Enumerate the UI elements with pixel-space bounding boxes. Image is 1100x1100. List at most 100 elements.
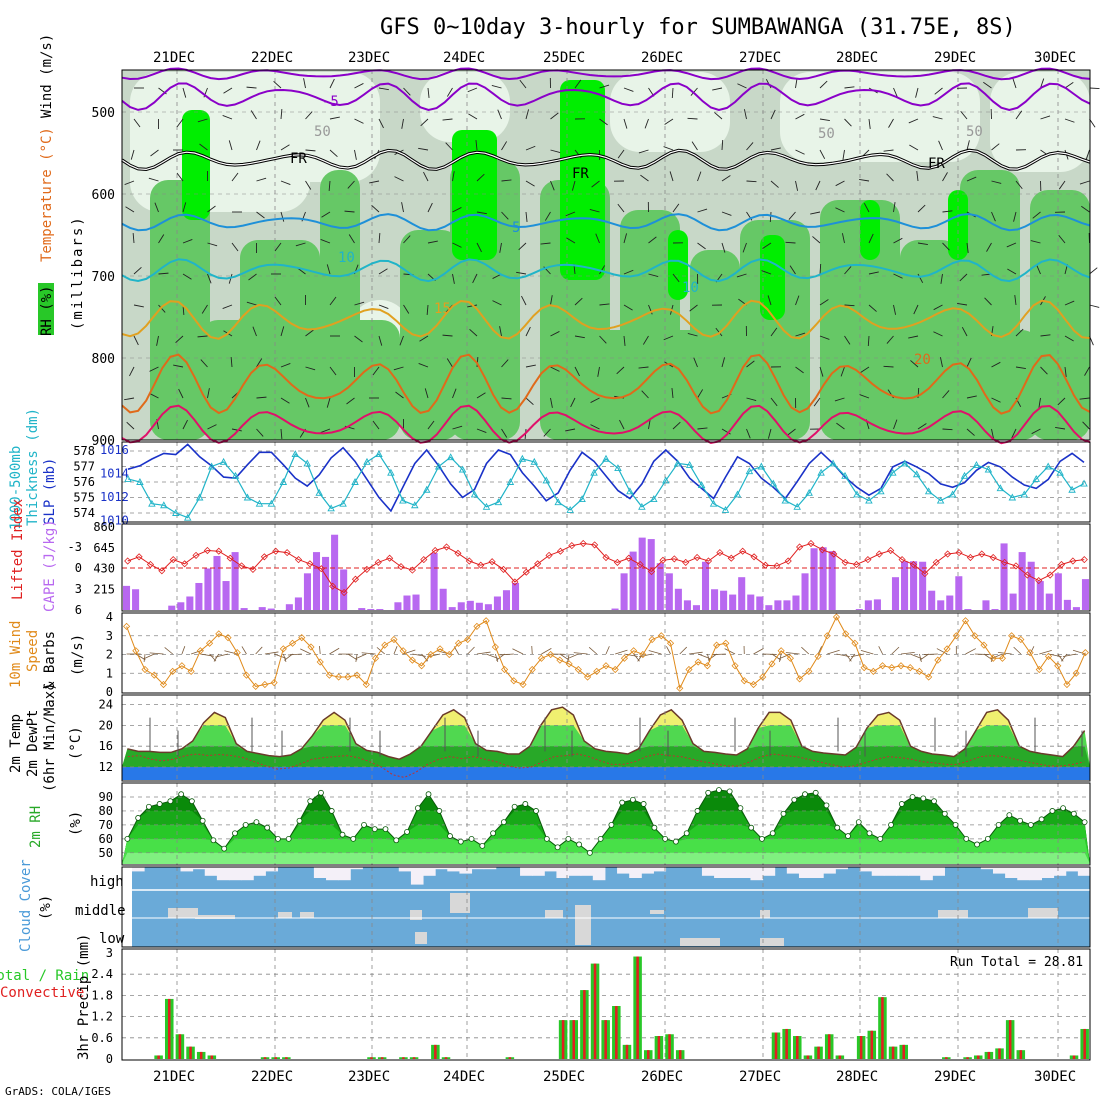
wind-barb (369, 180, 380, 184)
wind-marker (989, 654, 997, 662)
li-tick: 6 (75, 603, 82, 617)
cloud-gap (575, 905, 591, 945)
precip-conv-bar (870, 1030, 874, 1059)
wind-marker (630, 647, 638, 655)
wind-barb (991, 361, 1001, 368)
wind-marker (611, 665, 619, 674)
rh-marker (242, 822, 249, 828)
panel-frame (121, 69, 1091, 441)
li-marker (1023, 571, 1031, 579)
wind-marker (169, 667, 177, 675)
wind-barb (525, 326, 531, 337)
wind-barb (378, 304, 389, 310)
thickness-marker (1056, 468, 1064, 476)
rh-marker (898, 801, 905, 807)
cloud-high-gap (544, 867, 557, 872)
wind-barb (550, 366, 560, 372)
thickness-marker (781, 496, 790, 504)
li-marker (579, 539, 587, 548)
wind-marker (722, 639, 730, 647)
rh-marker (178, 791, 185, 798)
wind-barb (329, 78, 335, 89)
wind-barb (1040, 334, 1051, 337)
rh-marker (597, 835, 604, 842)
temp-contour-10 (121, 258, 1091, 283)
wind-barb (326, 264, 331, 275)
li-tick: 3 (75, 582, 82, 596)
wind-barb (767, 295, 772, 306)
ylabel-li: Lifted Index (10, 499, 26, 600)
temp-tick: 24 (99, 698, 113, 712)
li-marker (181, 560, 189, 568)
wind-barb-10m (648, 650, 662, 655)
thickness-marker (160, 501, 168, 509)
wind-marker (252, 682, 260, 690)
wind-barb (403, 87, 411, 96)
thickness-marker (339, 499, 347, 507)
wind-barb (714, 112, 723, 120)
wind-barb (770, 147, 781, 151)
thickness-marker (578, 495, 586, 502)
rh-marker (984, 835, 991, 842)
wind-barb (442, 334, 453, 337)
wind-barb (599, 84, 610, 89)
cape-bar (620, 573, 628, 610)
cloud-high-gap (895, 867, 909, 876)
precip-conv-bar (370, 1057, 373, 1059)
li-marker (1069, 557, 1077, 565)
thickness-marker (829, 459, 837, 467)
wind-tick: 0 (106, 685, 113, 699)
wind-barb (176, 118, 184, 128)
ylabel-millibars: (millibars) (70, 215, 86, 330)
rh-marker (1070, 810, 1077, 817)
wind-barb (452, 425, 463, 430)
rh-marker (802, 791, 808, 798)
wind-barb (1040, 115, 1051, 120)
rh-marker (425, 791, 432, 798)
li-marker (716, 549, 724, 557)
li-marker (807, 539, 815, 548)
wind-barb (966, 242, 969, 253)
wind-barb (207, 388, 210, 399)
rh-marker (307, 798, 314, 805)
wind-barb (1032, 211, 1041, 219)
cape-bar (701, 561, 710, 610)
rh-marker (253, 819, 260, 826)
wind-barb (721, 357, 726, 368)
wind-marker (796, 675, 804, 683)
rh-tick: 50 (99, 846, 113, 860)
wind-barb (231, 428, 242, 432)
wind-marker (390, 635, 398, 644)
wind-barb (767, 428, 772, 439)
rh-marker (414, 805, 421, 812)
wind-marker (897, 662, 905, 670)
wind-barb-10m (512, 648, 524, 655)
date-label-top: 28DEC (836, 50, 878, 66)
precip-conv-bar (625, 1044, 629, 1059)
slp-line (127, 443, 1085, 513)
wind-barb (986, 242, 992, 252)
rh-marker (909, 794, 916, 800)
cape-bar (611, 608, 619, 610)
wind-barb-10m (282, 653, 287, 662)
thickness-marker (183, 513, 192, 521)
rh-marker (662, 835, 669, 842)
wind-marker (1008, 632, 1016, 640)
wind-barb (893, 87, 898, 98)
rh-marker (350, 835, 357, 842)
wind-barb (197, 335, 208, 338)
wind-marker (565, 660, 573, 668)
wind-barb (156, 335, 159, 346)
wind-marker (768, 660, 776, 668)
wind-barb (329, 116, 340, 120)
cloud-high-gap (204, 867, 218, 876)
cloud-gap (938, 910, 968, 918)
wind-barb (403, 304, 410, 314)
wind-barb (746, 428, 751, 439)
cloud-high-gap (350, 867, 363, 870)
wind-marker (436, 645, 444, 653)
precip-conv-bar (796, 1036, 799, 1059)
rh-marker (1027, 822, 1034, 828)
cape-bar (982, 600, 990, 610)
upper-air-panel: 500 600 700 800 900 -5 FR FR FR 5 10 10 15 20 50 50 50 (92, 67, 1100, 449)
